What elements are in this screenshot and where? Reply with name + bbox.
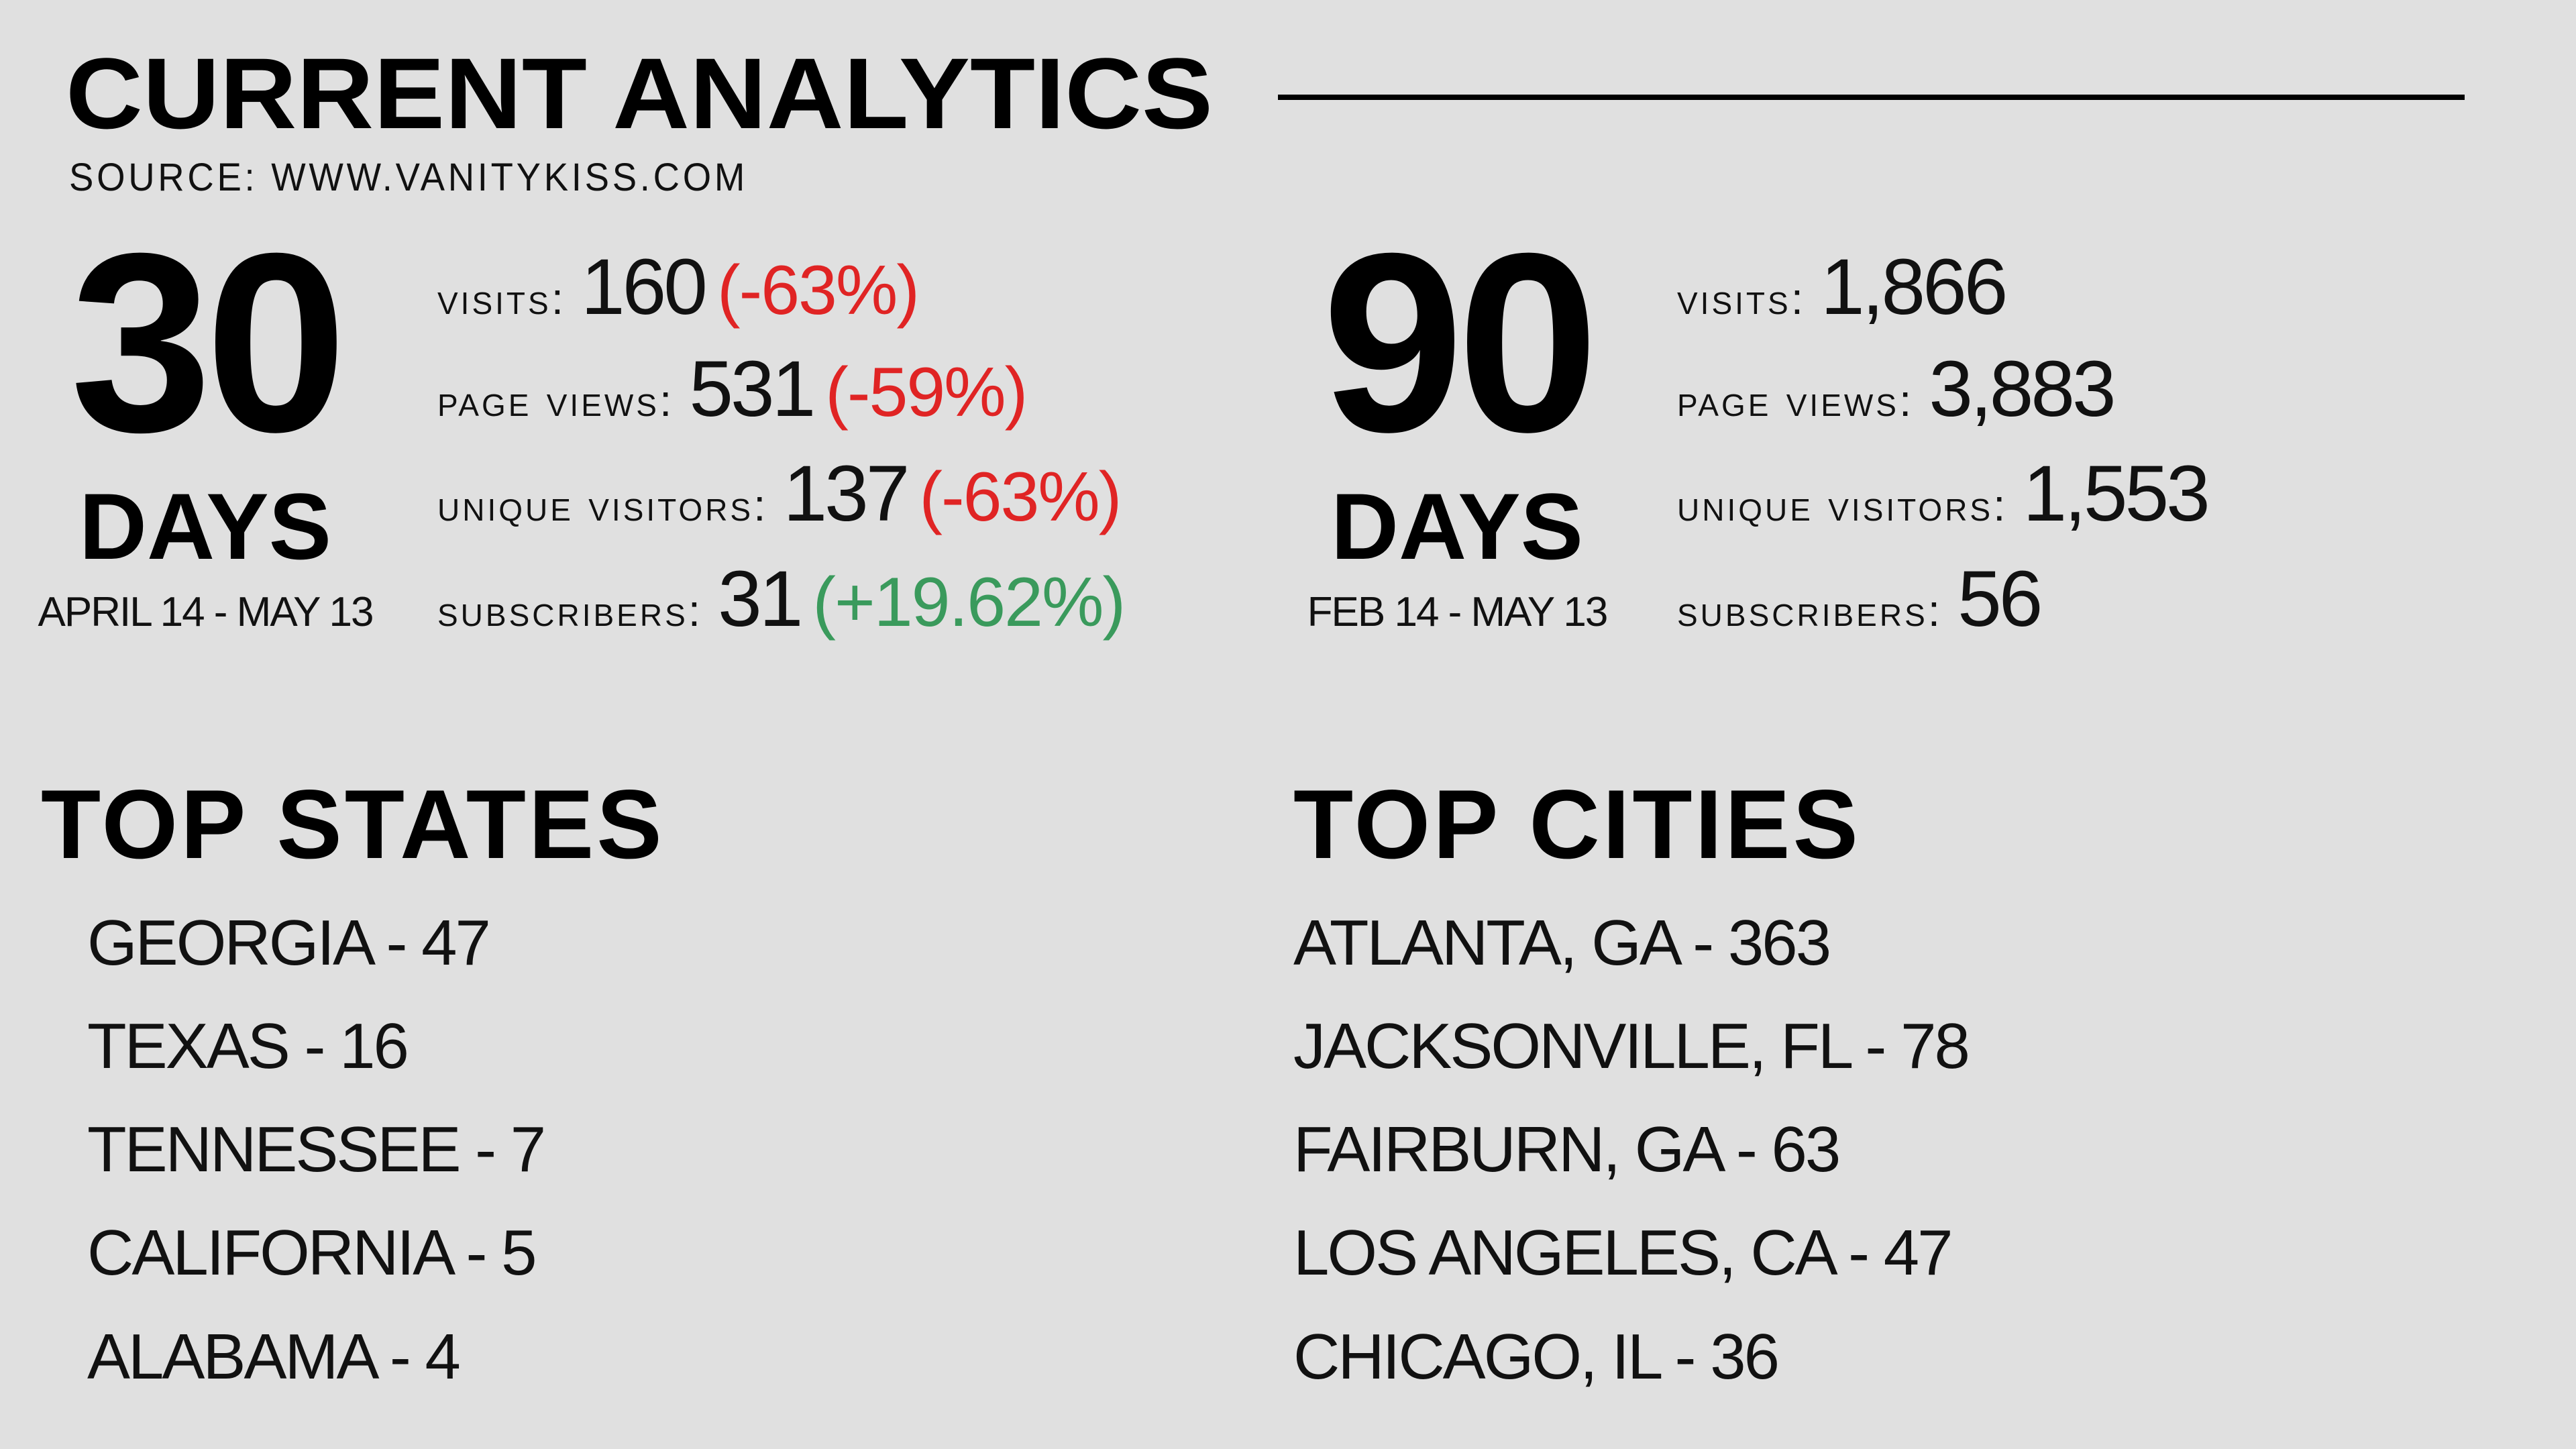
stat-change: (+19.62%)	[812, 564, 1124, 641]
stat-row: visits: 1,866	[1677, 243, 2005, 331]
list-item: CHICAGO, IL - 36	[1293, 1321, 1778, 1393]
stat-value: 56	[1957, 555, 2040, 643]
stat-label: unique visitors:	[437, 480, 768, 530]
list-item: ATLANTA, GA - 363	[1293, 907, 1829, 979]
stat-row: unique visitors: 1,553	[1677, 449, 2208, 538]
list-item: TEXAS - 16	[87, 1010, 407, 1082]
title: CURRENT ANALYTICS	[66, 37, 1213, 150]
period-unit: DAYS	[79, 474, 331, 579]
stat-row: unique visitors: 137 (-63%)	[437, 449, 1120, 538]
list-item: ALABAMA - 4	[87, 1321, 460, 1393]
list-item: GEORGIA - 47	[87, 907, 489, 979]
stat-value: 1,866	[1821, 243, 2005, 331]
stat-label: visits:	[437, 274, 566, 323]
stat-label: page views:	[437, 376, 674, 425]
stat-value: 531	[689, 345, 813, 433]
list-title: TOP CITIES	[1293, 769, 1861, 879]
list-item: LOS ANGELES, CA - 47	[1293, 1217, 1951, 1289]
stat-label: visits:	[1677, 274, 1806, 323]
period-unit: DAYS	[1331, 474, 1583, 579]
list-item: JACKSONVILLE, FL - 78	[1293, 1010, 1968, 1082]
list-item: CALIFORNIA - 5	[87, 1217, 535, 1289]
stat-change: (-63%)	[919, 458, 1120, 536]
stat-change: (-63%)	[717, 252, 918, 329]
stat-value: 3,883	[1929, 345, 2113, 433]
stat-row: subscribers: 56	[1677, 555, 2040, 643]
stat-label: page views:	[1677, 376, 1914, 425]
list-title: TOP STATES	[41, 769, 665, 879]
period-number: 30	[70, 200, 341, 485]
stat-label: subscribers:	[437, 586, 703, 635]
stat-row: page views: 3,883	[1677, 345, 2114, 433]
stat-row: page views: 531 (-59%)	[437, 345, 1026, 433]
stat-value: 137	[783, 449, 907, 538]
stat-value: 1,553	[2023, 449, 2207, 538]
list-item: FAIRBURN, GA - 63	[1293, 1114, 1839, 1185]
period-range: FEB 14 - MAY 13	[1307, 589, 1607, 635]
stat-value: 31	[718, 555, 800, 643]
stat-row: subscribers: 31 (+19.62%)	[437, 555, 1124, 643]
stat-label: subscribers:	[1677, 586, 1943, 635]
source: SOURCE: WWW.VANITYKISS.COM	[69, 156, 748, 199]
period-number: 90	[1322, 200, 1593, 485]
stat-label: unique visitors:	[1677, 480, 2008, 530]
list-item: TENNESSEE - 7	[87, 1114, 544, 1185]
stat-change: (-59%)	[825, 354, 1026, 431]
period-range: APRIL 14 - MAY 13	[38, 589, 373, 635]
stat-value: 160	[581, 243, 705, 331]
stat-row: visits: 160 (-63%)	[437, 243, 918, 331]
